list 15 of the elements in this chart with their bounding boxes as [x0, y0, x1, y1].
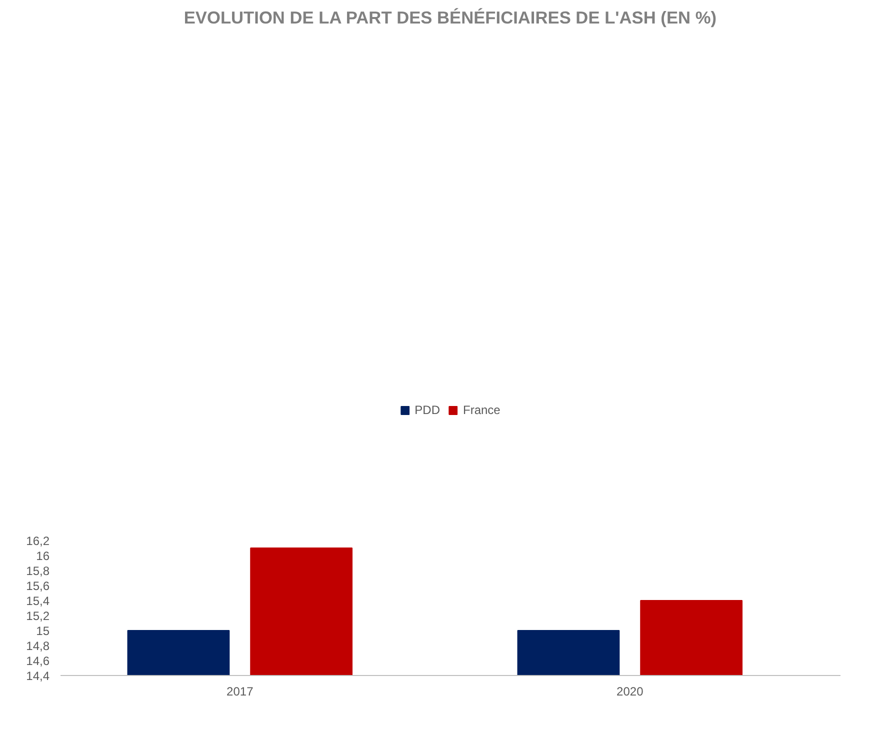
legend-label: France — [462, 402, 500, 416]
x-tick-label: 2017 — [226, 684, 254, 698]
y-tick-label: 16 — [36, 549, 50, 563]
y-tick-label: 14,6 — [26, 654, 50, 668]
y-tick-label: 15,6 — [26, 579, 50, 593]
y-tick-label: 14,8 — [26, 639, 50, 653]
y-tick-label: 15 — [36, 624, 50, 638]
y-tick-label: 14,4 — [26, 669, 50, 683]
y-tick-label: 15,8 — [26, 564, 50, 578]
x-tick-label: 2020 — [616, 684, 644, 698]
y-tick-label: 15,2 — [26, 609, 50, 623]
y-tick-label: 15,4 — [26, 594, 50, 608]
chart-title: EVOLUTION DE LA PART DES BÉNÉFICIAIRES DE L'ASH (EN %) — [184, 8, 717, 28]
y-tick-label: 16,2 — [26, 534, 50, 548]
legend-label: PDD — [414, 402, 440, 416]
